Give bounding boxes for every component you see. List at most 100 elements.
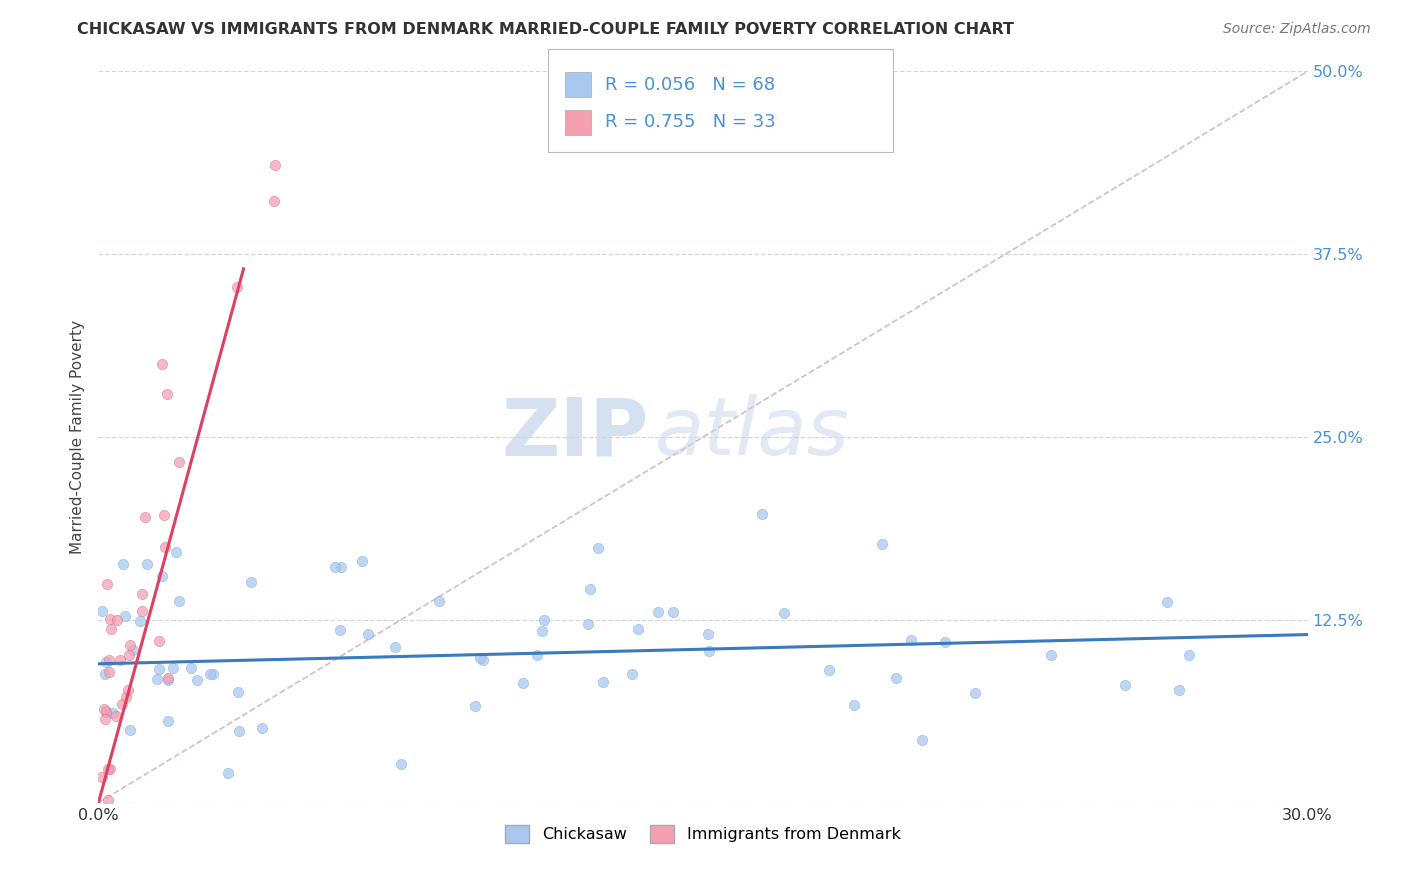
Point — [576, 616, 599, 631]
Point — [772, 606, 794, 620]
Point — [842, 698, 865, 712]
Point — [239, 575, 262, 590]
Point — [263, 158, 285, 172]
Point — [114, 609, 136, 624]
Point — [153, 508, 176, 523]
Point — [900, 633, 922, 648]
Point — [148, 634, 170, 648]
Point — [579, 582, 602, 596]
Text: Source: ZipAtlas.com: Source: ZipAtlas.com — [1223, 22, 1371, 37]
Point — [165, 544, 187, 558]
Point — [186, 673, 208, 687]
Point — [157, 673, 180, 687]
Point — [263, 194, 285, 209]
Point — [131, 604, 153, 618]
Point — [1167, 682, 1189, 697]
Point — [620, 667, 643, 681]
Point — [91, 770, 114, 784]
Point — [526, 648, 548, 662]
Point — [1156, 595, 1178, 609]
Point — [156, 672, 179, 686]
Point — [98, 665, 121, 680]
Point — [470, 650, 492, 665]
Point — [131, 587, 153, 601]
Point — [117, 682, 139, 697]
Point — [169, 455, 191, 469]
Point — [530, 624, 553, 638]
Point — [129, 615, 152, 629]
Point — [135, 558, 157, 572]
Point — [662, 605, 685, 619]
Point — [627, 622, 650, 636]
Point — [111, 697, 134, 711]
Point — [180, 661, 202, 675]
Point — [384, 640, 406, 654]
Point — [94, 666, 117, 681]
Point — [98, 612, 121, 626]
Point — [96, 655, 118, 669]
Point — [162, 661, 184, 675]
Point — [111, 557, 134, 571]
Point — [97, 762, 120, 776]
Point — [96, 576, 118, 591]
Point — [94, 704, 117, 718]
Point — [101, 706, 124, 721]
Point — [647, 605, 669, 619]
Point — [427, 594, 450, 608]
Text: R = 0.056   N = 68: R = 0.056 N = 68 — [605, 76, 775, 94]
Y-axis label: Married-Couple Family Poverty: Married-Couple Family Poverty — [69, 320, 84, 554]
Point — [121, 642, 143, 657]
Point — [464, 699, 486, 714]
Point — [201, 667, 224, 681]
Point — [145, 672, 167, 686]
Point — [357, 627, 380, 641]
Point — [910, 733, 932, 747]
Point — [965, 685, 987, 699]
Point — [94, 712, 117, 726]
Text: CHICKASAW VS IMMIGRANTS FROM DENMARK MARRIED-COUPLE FAMILY POVERTY CORRELATION C: CHICKASAW VS IMMIGRANTS FROM DENMARK MAR… — [77, 22, 1014, 37]
Point — [134, 509, 156, 524]
Point — [818, 663, 841, 677]
Point — [108, 652, 131, 666]
Point — [155, 540, 177, 554]
Point — [100, 622, 122, 636]
Point — [389, 756, 412, 771]
Point — [884, 671, 907, 685]
Legend: Chickasaw, Immigrants from Denmark: Chickasaw, Immigrants from Denmark — [499, 819, 907, 850]
Point — [150, 357, 173, 371]
Point — [870, 537, 893, 551]
Point — [156, 386, 179, 401]
Point — [93, 702, 115, 716]
Point — [699, 644, 721, 658]
Point — [588, 541, 610, 555]
Point — [1114, 678, 1136, 692]
Point — [228, 724, 250, 739]
Point — [167, 594, 190, 608]
Point — [329, 623, 352, 637]
Point — [120, 638, 142, 652]
Point — [1178, 648, 1201, 662]
Point — [592, 674, 614, 689]
Text: R = 0.755   N = 33: R = 0.755 N = 33 — [605, 113, 775, 131]
Point — [1039, 648, 1062, 663]
Point — [97, 653, 120, 667]
Point — [350, 554, 373, 568]
Text: ZIP: ZIP — [502, 394, 648, 473]
Point — [118, 648, 141, 663]
Point — [751, 507, 773, 521]
Point — [226, 280, 249, 294]
Point — [471, 653, 494, 667]
Point — [105, 613, 128, 627]
Point — [115, 690, 138, 704]
Point — [118, 723, 141, 737]
Point — [696, 627, 718, 641]
Point — [533, 613, 555, 627]
Point — [97, 793, 120, 807]
Point — [323, 560, 346, 574]
Text: atlas: atlas — [655, 394, 849, 473]
Point — [94, 705, 117, 719]
Point — [91, 604, 114, 618]
Point — [157, 714, 180, 728]
Point — [98, 762, 121, 776]
Point — [329, 559, 352, 574]
